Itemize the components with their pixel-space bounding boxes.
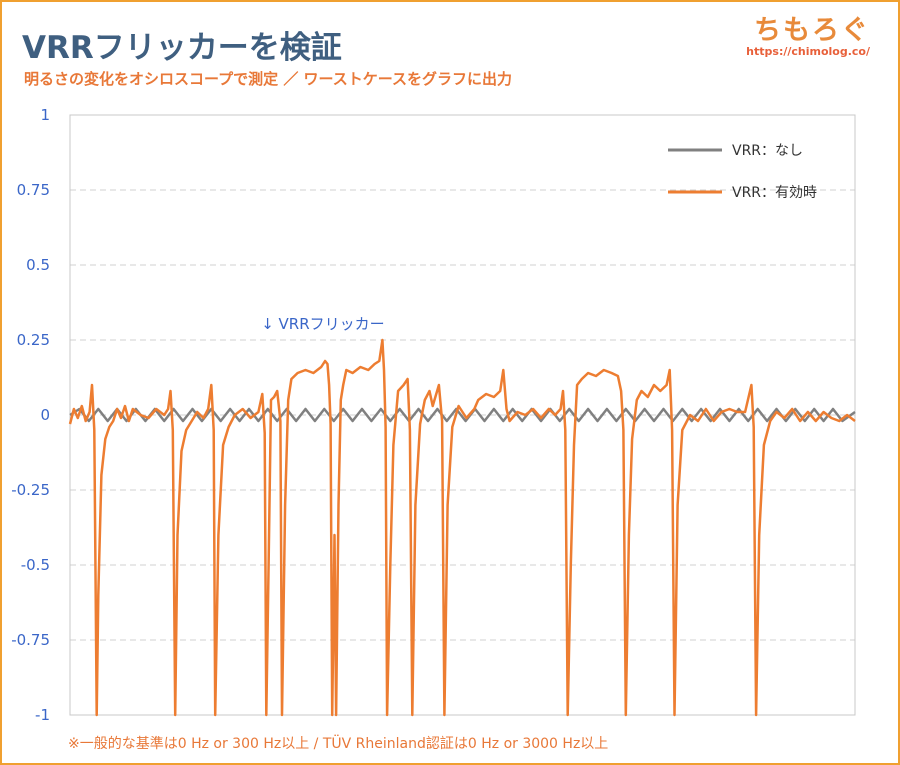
y-tick-label: 0.5 xyxy=(26,256,50,274)
y-tick-label: 0.25 xyxy=(17,331,50,349)
y-tick-label: 0.75 xyxy=(17,181,50,199)
logo-url: https://chimolog.co/ xyxy=(746,45,870,58)
page-title: VRRフリッカーを検証 xyxy=(22,30,342,66)
annotation-vrr-flicker: ↓ VRRフリッカー xyxy=(261,315,384,333)
y-tick-label: -1 xyxy=(35,706,50,724)
series-layer xyxy=(68,338,856,717)
y-tick-label: -0.25 xyxy=(11,481,50,499)
y-tick-label: 0 xyxy=(40,406,50,424)
chart-legend: VRR：なし VRR：有効時 xyxy=(668,143,817,201)
y-tick-label: -0.5 xyxy=(21,556,50,574)
y-tick-label: 1 xyxy=(40,106,50,124)
site-logo: ちもろぐ https://chimolog.co/ xyxy=(746,8,870,58)
y-tick-label: -0.75 xyxy=(11,631,50,649)
page-subtitle: 明るさの変化をオシロスコープで測定 ／ ワーストケースをグラフに出力 xyxy=(24,70,513,88)
footnote: ※一般的な基準は0 Hz or 300 Hz以上 / TÜV Rheinland… xyxy=(68,736,609,752)
logo-mark: ちもろぐ xyxy=(754,15,870,46)
series-line-1 xyxy=(68,338,856,717)
y-axis-ticks: 1 0.75 0.5 0.25 0 -0.25 -0.5 -0.75 -1 xyxy=(11,106,50,724)
legend-label-0: VRR：なし xyxy=(732,143,803,159)
legend-label-1: VRR：有効時 xyxy=(732,185,817,201)
